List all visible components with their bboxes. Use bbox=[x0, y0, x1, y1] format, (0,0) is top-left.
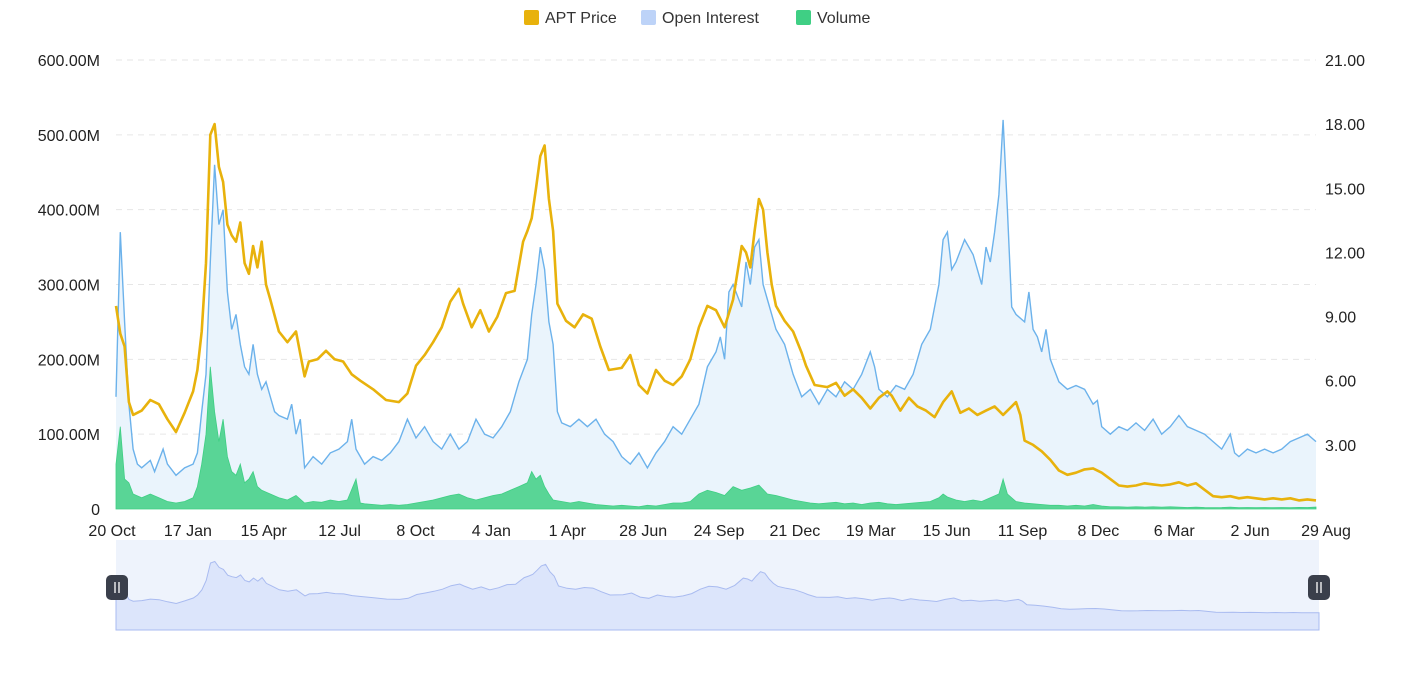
plot-area bbox=[114, 119, 1317, 510]
legend-item-open-interest[interactable]: Open Interest bbox=[641, 10, 760, 27]
x-tick-label: 20 Oct bbox=[88, 523, 136, 540]
left-tick-label: 600.00M bbox=[38, 53, 100, 70]
slider-preview-area bbox=[115, 560, 1320, 631]
slider-handle-right[interactable] bbox=[1308, 575, 1330, 600]
right-axis: 3.00 6.00 9.00 12.00 15.00 18.00 21.00 bbox=[1325, 53, 1365, 455]
handle-body[interactable] bbox=[1308, 575, 1330, 600]
open-interest-area bbox=[116, 119, 1316, 510]
left-tick-label: 500.00M bbox=[38, 128, 100, 145]
x-tick-label: 15 Apr bbox=[241, 523, 288, 540]
x-tick-label: 21 Dec bbox=[770, 523, 821, 540]
right-tick-label: 9.00 bbox=[1325, 310, 1356, 327]
right-tick-label: 6.00 bbox=[1325, 374, 1356, 391]
x-tick-label: 4 Jan bbox=[472, 523, 511, 540]
legend-item-apt-price[interactable]: APT Price bbox=[524, 10, 617, 27]
x-tick-label: 11 Sep bbox=[998, 523, 1048, 540]
legend-label: Open Interest bbox=[662, 10, 760, 27]
range-slider[interactable] bbox=[106, 540, 1330, 631]
right-tick-label: 3.00 bbox=[1325, 438, 1356, 455]
legend-label: APT Price bbox=[545, 10, 617, 27]
legend-swatch bbox=[524, 10, 539, 25]
x-tick-label: 17 Jan bbox=[164, 523, 212, 540]
x-tick-label: 29 Aug bbox=[1301, 523, 1351, 540]
x-tick-label: 2 Jun bbox=[1231, 523, 1270, 540]
legend-swatch bbox=[796, 10, 811, 25]
legend-item-volume[interactable]: Volume bbox=[796, 10, 870, 27]
handle-body[interactable] bbox=[106, 575, 128, 600]
volume-area bbox=[115, 366, 1317, 510]
legend-label: Volume bbox=[817, 10, 870, 27]
slider-handle-left[interactable] bbox=[106, 575, 128, 600]
x-tick-label: 1 Apr bbox=[549, 523, 587, 540]
x-tick-label: 15 Jun bbox=[923, 523, 971, 540]
left-tick-label: 100.00M bbox=[38, 427, 100, 444]
x-tick-label: 6 Mar bbox=[1154, 523, 1196, 540]
left-tick-label: 200.00M bbox=[38, 352, 100, 369]
left-tick-label: 400.00M bbox=[38, 203, 100, 220]
right-tick-label: 12.00 bbox=[1325, 245, 1365, 262]
price-line bbox=[114, 122, 1317, 502]
x-tick-label: 12 Jul bbox=[318, 523, 361, 540]
legend-swatch bbox=[641, 10, 656, 25]
x-axis: 20 Oct 17 Jan 15 Apr 12 Jul 8 Oct 4 Jan 1 Apr 2… bbox=[88, 523, 1350, 540]
legend: APT Price Open Interest Volume bbox=[524, 10, 870, 27]
x-tick-label: 8 Oct bbox=[396, 523, 435, 540]
left-axis: 0 100.00M 200.00M 300.00M 400.00M 500.00M 600.… bbox=[38, 53, 100, 519]
x-tick-label: 28 Jun bbox=[619, 523, 667, 540]
x-tick-label: 24 Sep bbox=[694, 523, 745, 540]
open-interest-line bbox=[115, 119, 1317, 477]
x-tick-label: 19 Mar bbox=[846, 523, 896, 540]
right-tick-label: 21.00 bbox=[1325, 53, 1365, 70]
left-tick-label: 300.00M bbox=[38, 278, 100, 295]
x-tick-label: 8 Dec bbox=[1077, 523, 1119, 540]
right-tick-label: 18.00 bbox=[1325, 117, 1365, 134]
right-tick-label: 15.00 bbox=[1325, 181, 1365, 198]
left-tick-label: 0 bbox=[91, 502, 100, 519]
